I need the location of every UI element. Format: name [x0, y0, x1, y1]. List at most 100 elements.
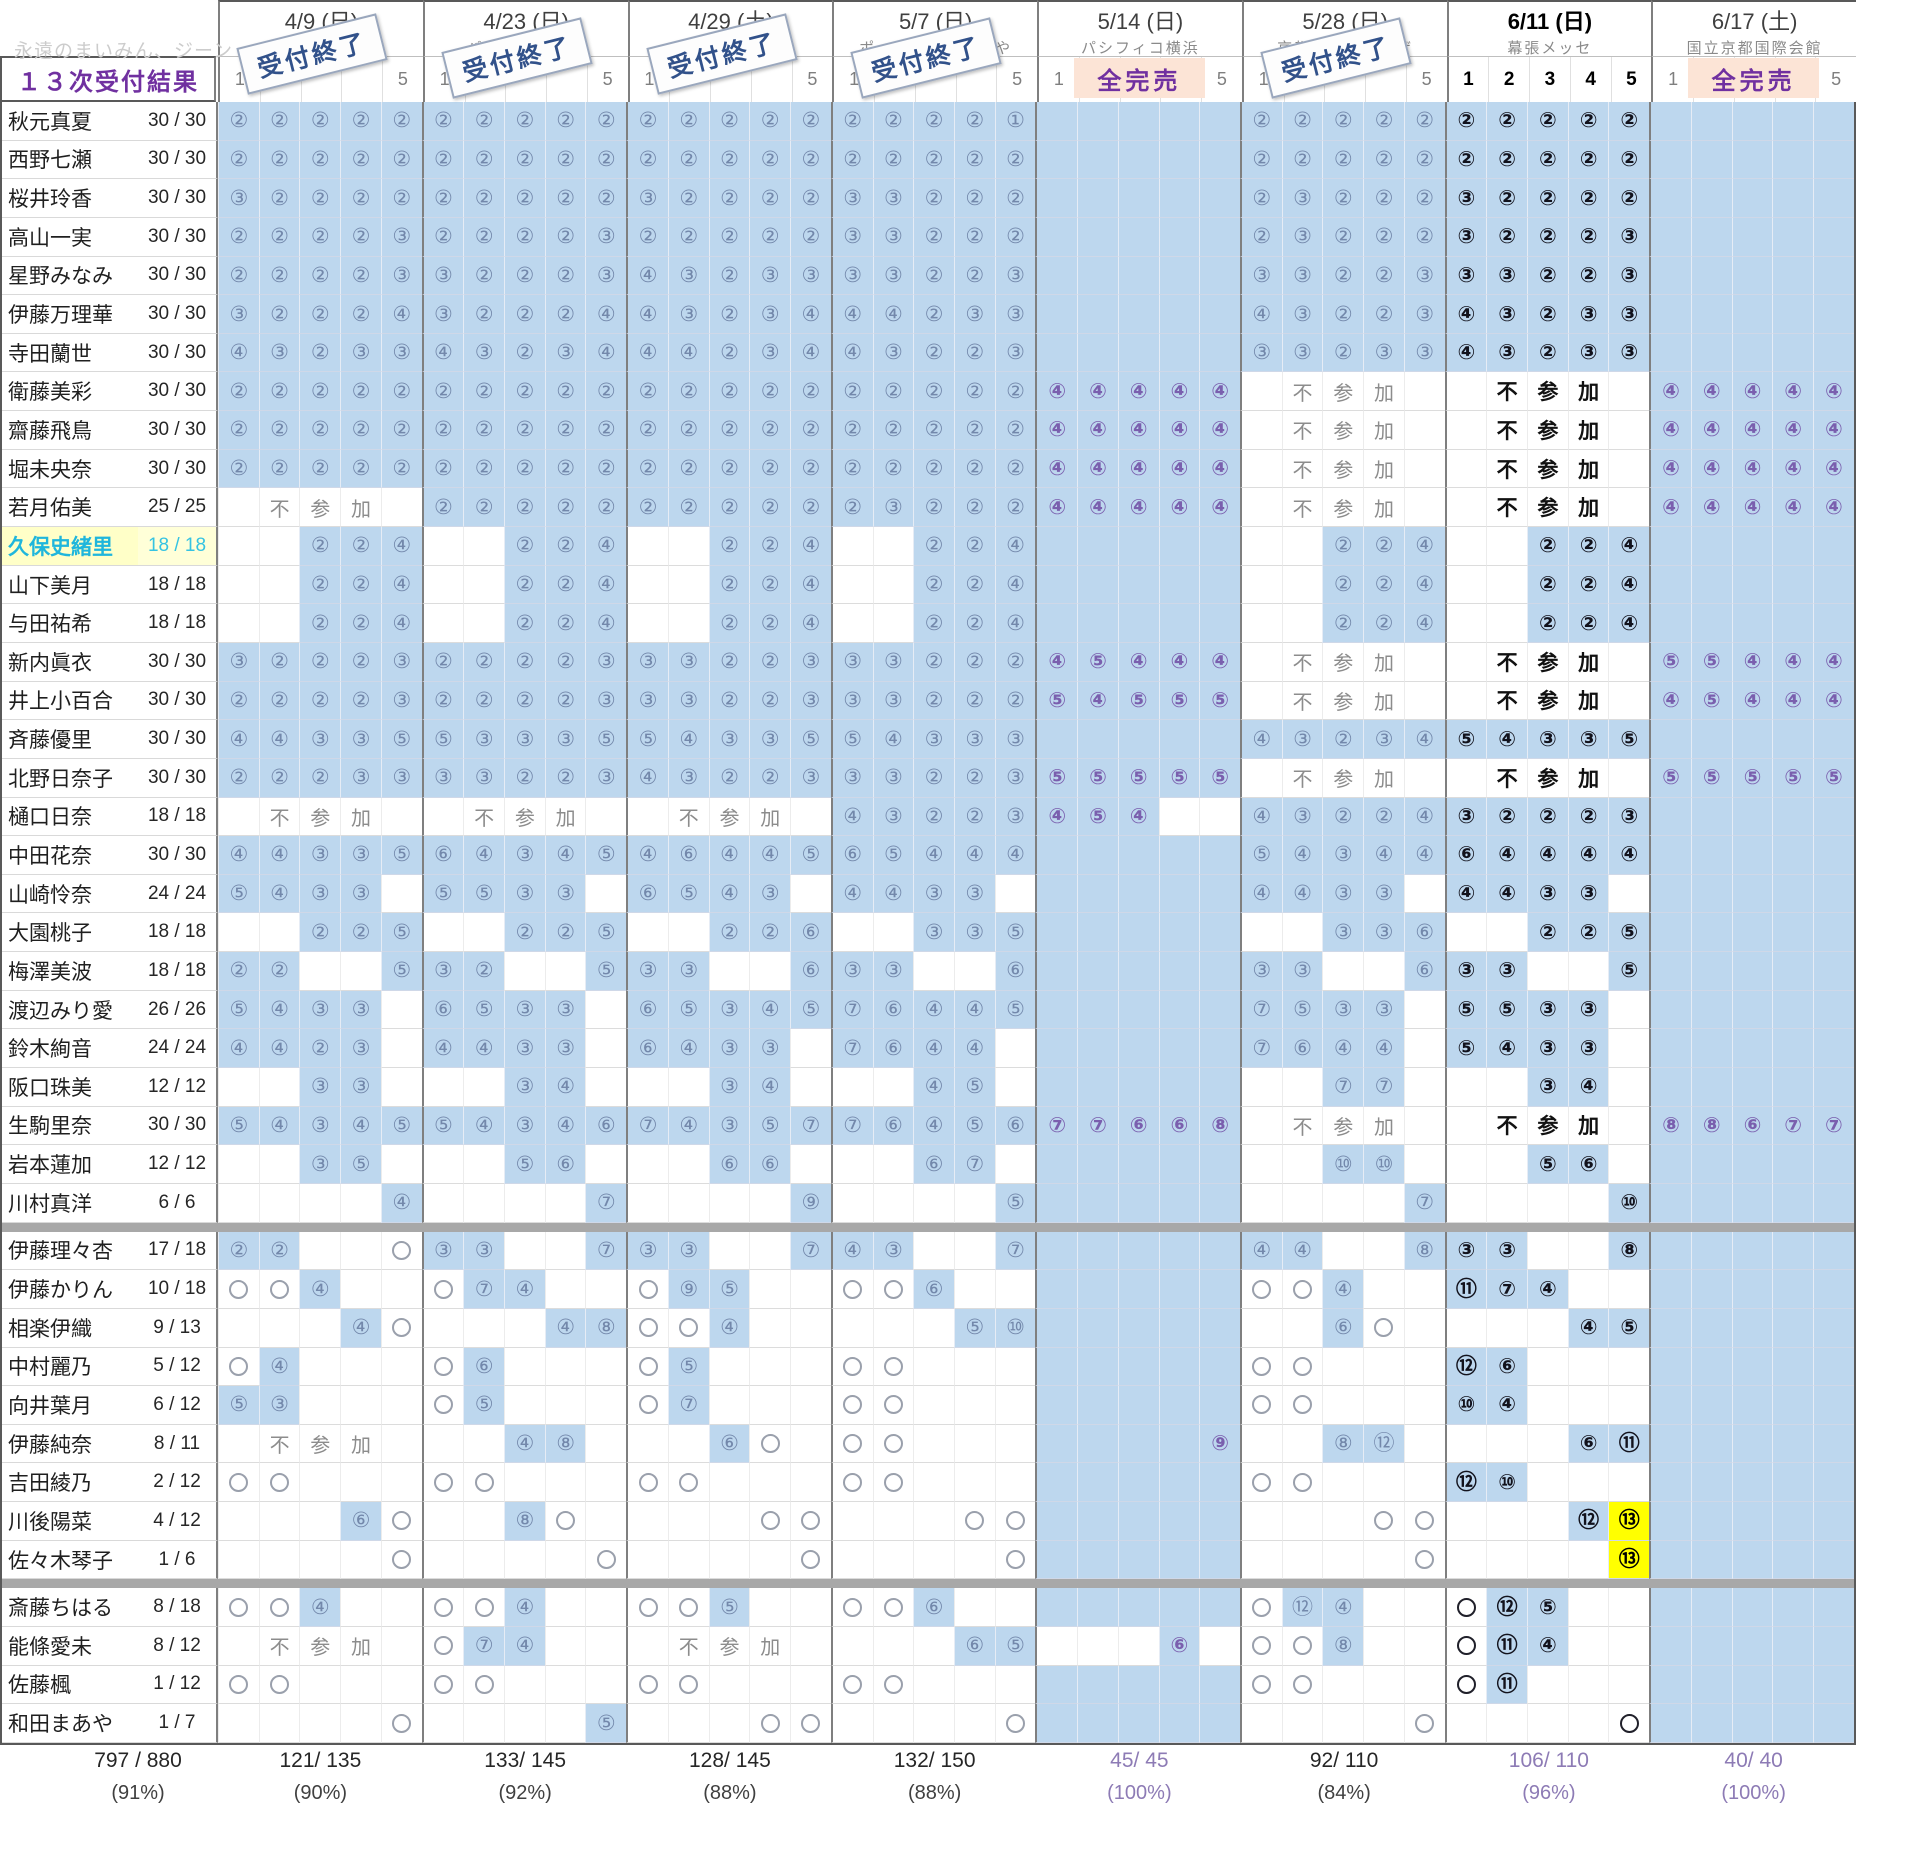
soldout-round-number-glyph: ⑤	[1620, 959, 1639, 983]
soldout-round-number: ③	[1486, 1231, 1527, 1271]
soldout-round-number: ④	[1035, 372, 1078, 412]
soldout-round-number: ③	[830, 217, 873, 257]
remaining-circle	[626, 1386, 668, 1425]
soldout-round-number: ③	[667, 1231, 709, 1271]
soldout-round-number-glyph: ⑤	[474, 882, 494, 906]
result-cell	[504, 1308, 545, 1348]
soldout-round-number-glyph: ⑤	[1211, 766, 1229, 790]
soldout-round-number: ③	[830, 256, 873, 296]
member-sold-count: 25 / 25	[138, 488, 218, 528]
soldout-round-number-glyph: ②	[965, 534, 985, 558]
soldout-round-number: ②	[544, 758, 586, 798]
soldout-round-number: ④	[667, 1106, 709, 1146]
soldout-round-number-glyph: ③	[310, 882, 330, 906]
soldout-round-number: ②	[790, 140, 831, 180]
result-cell	[790, 1626, 831, 1666]
not-participating-label: 参	[1322, 411, 1364, 450]
soldout-round-number: ④	[953, 836, 995, 875]
result-cell	[1731, 102, 1773, 141]
soldout-round-number-glyph: ⑥	[965, 1634, 985, 1658]
soldout-round-number: ④	[544, 1068, 586, 1107]
soldout-round-number: ④	[544, 836, 586, 875]
soldout-round-number-glyph: ②	[720, 457, 739, 481]
result-cell	[1281, 565, 1323, 605]
soldout-round-number-glyph: ③	[638, 959, 658, 983]
remaining-circle-glyph	[1415, 1511, 1435, 1531]
soldout-round-number: ②	[1567, 217, 1609, 257]
group-total-value: 128/ 145	[689, 1749, 771, 1772]
result-cell	[1158, 102, 1200, 141]
soldout-round-number-glyph: ③	[883, 959, 903, 983]
result-cell	[1567, 1588, 1609, 1627]
soldout-round-number: ②	[1567, 102, 1609, 141]
result-cell	[1199, 256, 1240, 296]
soldout-round-number-glyph: ②	[351, 573, 371, 596]
result-cell	[667, 1502, 709, 1541]
result-cell	[1363, 1588, 1404, 1627]
soldout-round-number-glyph: ③	[883, 688, 903, 712]
soldout-round-number-glyph: ②	[760, 688, 780, 712]
result-cell	[1690, 797, 1732, 837]
soldout-round-number: ②	[340, 681, 381, 721]
soldout-round-number-glyph: ②	[924, 457, 944, 481]
soldout-round-number-glyph: ⑤	[229, 1113, 249, 1137]
result-cell	[1322, 1231, 1364, 1271]
result-cell	[1035, 256, 1078, 296]
soldout-round-number: ③	[830, 952, 873, 991]
soldout-round-number-glyph: ②	[270, 766, 289, 790]
soldout-round-number: ④	[953, 1029, 995, 1069]
soldout-round-number-glyph: ②	[270, 457, 289, 481]
member-name: 星野みなみ	[2, 256, 138, 296]
soldout-round-number: ④	[994, 565, 1036, 605]
member-sold-count: 30 / 30	[138, 1106, 218, 1146]
member-row: 大園桃子 18 / 18 ② ② ⑤ ② ② ⑤ ② ② ⑥ ③ ③ ⑤ ③ ③ ⑥ ② ② ⑤	[2, 913, 1854, 953]
result-cell	[1690, 604, 1732, 643]
soldout-round-number: ③	[1444, 797, 1487, 837]
soldout-round-number: ⑤	[994, 1183, 1036, 1223]
soldout-round-number-glyph: ③	[965, 920, 985, 944]
soldout-round-number: ②	[544, 527, 586, 566]
result-cell	[1363, 1463, 1404, 1503]
soldout-round-number: ②	[1527, 565, 1568, 605]
group-total-value: 92/ 110	[1309, 1749, 1379, 1772]
soldout-round-number-glyph: ④	[1129, 650, 1148, 674]
soldout-round-number-glyph: ④	[1211, 495, 1229, 519]
soldout-round-number: ③	[1527, 874, 1568, 914]
soldout-round-number-glyph: ⑧	[1702, 1113, 1721, 1137]
result-cell	[1813, 1029, 1854, 1069]
soldout-round-number: ②	[708, 217, 750, 257]
soldout-round-number: ⑦	[1813, 1106, 1854, 1146]
soldout-round-number-glyph: ③	[1006, 341, 1025, 365]
soldout-round-number: ④	[1403, 565, 1445, 605]
soldout-round-number-glyph: ④	[1538, 1277, 1557, 1301]
result-cell	[544, 1588, 586, 1627]
soldout-round-number-glyph: ②	[1538, 109, 1557, 133]
not-participating-label-glyph: 参	[1333, 382, 1354, 405]
result-cell	[1772, 102, 1814, 141]
result-cell	[1035, 720, 1078, 759]
soldout-round-number: ②	[667, 488, 709, 528]
remaining-circle	[872, 1588, 914, 1627]
soldout-round-number: ⑤	[1608, 913, 1650, 953]
not-participating-label: 不	[1281, 642, 1323, 682]
remaining-circle	[258, 1270, 300, 1309]
soldout-round-number-glyph: ②	[1620, 109, 1639, 133]
result-cell	[1731, 720, 1773, 759]
result-cell	[1158, 1588, 1200, 1627]
member-row: 渡辺みり愛 26 / 26 ⑤ ④ ③ ③ ⑥ ⑤ ③ ③ ⑥ ⑤ ③ ④ ⑤ ⑦ ⑥ ④ ④ ⑤ ⑦ ⑤ ③ ③ ⑤ ⑤ ③ ③	[2, 990, 1854, 1030]
soldout-round-number-glyph: ③	[596, 688, 616, 712]
result-cell	[1077, 1145, 1118, 1184]
result-cell	[1239, 1068, 1282, 1107]
soldout-round-number-glyph: ④	[1457, 341, 1476, 365]
result-cell	[1363, 1231, 1404, 1271]
not-participating-label: 参	[1527, 449, 1568, 489]
remaining-circle	[830, 1270, 873, 1309]
soldout-round-number: ②	[1363, 179, 1404, 218]
soldout-round-number: ④	[504, 1424, 545, 1464]
result-cell	[1608, 1106, 1650, 1146]
soldout-round-number-glyph: ②	[679, 495, 699, 519]
soldout-round-number-glyph: ⑤	[1457, 998, 1476, 1022]
soldout-round-number: ④	[994, 527, 1036, 566]
slot-number	[750, 57, 792, 102]
not-participating-label: 不	[1281, 488, 1323, 528]
